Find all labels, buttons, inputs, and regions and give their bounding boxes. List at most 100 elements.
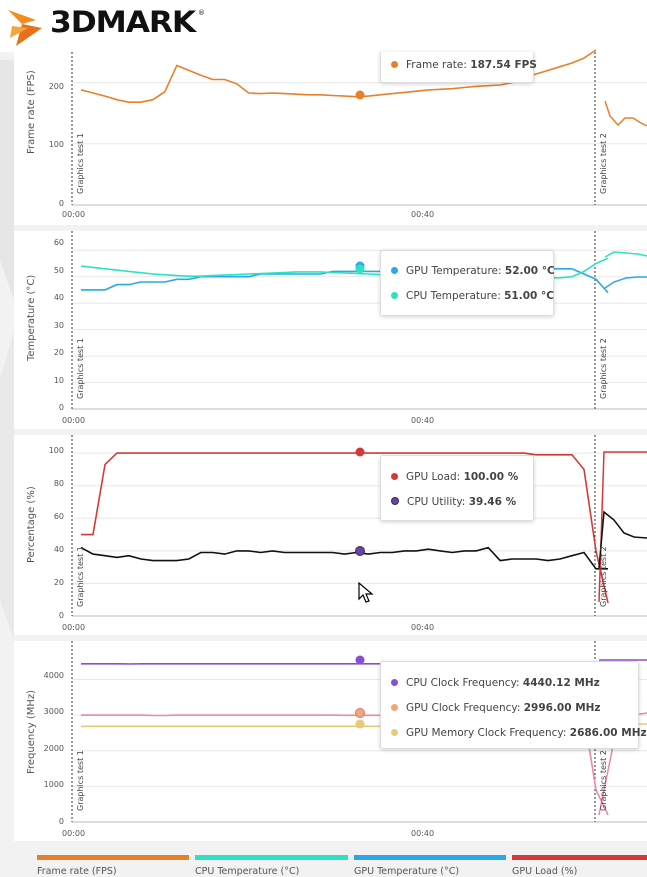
tooltip-label: GPU Load: xyxy=(406,471,461,483)
cpu-util-dot-icon xyxy=(391,497,399,505)
cpu-temp-test2-line xyxy=(604,251,647,258)
tooltip-row: GPU Memory Clock Frequency: 2686.00 MHz xyxy=(391,727,647,739)
gpu-mem-clock-hover-point xyxy=(355,719,365,729)
app-header: 3DMARK ® xyxy=(0,0,647,52)
frame-rate-tooltip: Frame rate: 187.54 FPS xyxy=(380,52,537,83)
mouse-cursor-icon xyxy=(358,582,374,603)
tooltip-value: 51.00 °C xyxy=(504,290,554,302)
temperature-chart xyxy=(71,231,647,410)
legend-swatch-gpu-temp[interactable] xyxy=(354,855,506,860)
temperature-tooltip: GPU Temperature: 52.00 °C CPU Temperatur… xyxy=(380,250,555,316)
frame-rate-chart xyxy=(71,49,647,206)
gpu-load-line xyxy=(81,452,609,604)
frequency-ylabel: Frequency (MHz) xyxy=(26,689,37,774)
gpu-load-dot-icon xyxy=(391,472,398,480)
ytick: 40 xyxy=(53,293,64,302)
tooltip-label: CPU Utility: xyxy=(407,496,466,508)
gpu-temp-dot-icon xyxy=(391,266,398,274)
graphics-test-2-label: Graphics test 2 xyxy=(599,546,608,607)
tooltip-row: GPU Clock Frequency: 2996.00 MHz xyxy=(391,702,601,714)
ytick: 40 xyxy=(53,545,64,554)
graphics-test-2-label: Graphics test 2 xyxy=(599,133,608,194)
legend-label-frame-rate[interactable]: Frame rate (FPS) xyxy=(37,866,117,877)
frame-rate-panel: Frame rate (FPS) 200 100 0 00:00 00:40 G… xyxy=(14,49,647,225)
registered-mark: ® xyxy=(198,9,205,17)
xtick: 00:00 xyxy=(62,623,86,632)
tooltip-value: 187.54 FPS xyxy=(470,59,537,71)
tooltip-value: 4440.12 MHz xyxy=(522,677,600,689)
graphics-test-2-label: Graphics test 2 xyxy=(599,338,608,399)
tooltip-value: 100.00 % xyxy=(463,471,519,483)
legend-swatch-frame-rate[interactable] xyxy=(37,855,189,860)
cpu-util-test2-line xyxy=(598,510,647,569)
frequency-tooltip: CPU Clock Frequency: 4440.12 MHz GPU Clo… xyxy=(380,661,647,749)
gpu-mem-clock-dot-icon xyxy=(391,728,398,736)
ytick: 0 xyxy=(58,817,64,826)
xtick: 00:00 xyxy=(62,210,86,219)
tooltip-row: CPU Clock Frequency: 4440.12 MHz xyxy=(391,677,600,689)
ytick: 50 xyxy=(53,266,64,275)
frame-rate-dot-icon xyxy=(391,60,398,68)
gpu-clock-hover-point xyxy=(355,708,365,718)
tooltip-label: CPU Clock Frequency: xyxy=(406,677,520,689)
ytick: 200 xyxy=(48,82,64,91)
frame-rate-hover-point xyxy=(355,90,365,100)
legend-swatch-cpu-temp[interactable] xyxy=(195,855,348,860)
tooltip-label: GPU Memory Clock Frequency: xyxy=(406,727,567,739)
tooltip-row: CPU Utility: 39.46 % xyxy=(391,496,516,508)
ytick: 4000 xyxy=(43,671,64,680)
ytick: 80 xyxy=(53,479,64,488)
tooltip-row: GPU Temperature: 52.00 °C xyxy=(391,265,555,277)
cpu-clock-dot-icon xyxy=(391,678,398,686)
ytick: 30 xyxy=(53,321,64,330)
gpu-load-test2-line xyxy=(598,451,647,603)
tooltip-value: 2686.00 MHz xyxy=(569,727,647,739)
ytick: 3000 xyxy=(43,707,64,716)
tooltip-label: GPU Clock Frequency: xyxy=(406,702,521,714)
frame-rate-test2-line xyxy=(604,100,647,127)
tooltip-label: Frame rate: xyxy=(406,59,467,71)
legend-label-gpu-temp[interactable]: GPU Temperature (°C) xyxy=(354,866,460,877)
cpu-util-line xyxy=(80,546,608,570)
legend-swatch-gpu-load[interactable] xyxy=(512,855,647,860)
tooltip-row: GPU Load: 100.00 % xyxy=(391,471,518,483)
tooltip-value: 2996.00 MHz xyxy=(523,702,601,714)
ytick: 0 xyxy=(58,199,64,208)
graphics-test-2-label: Graphics test 2 xyxy=(599,750,608,811)
xtick: 00:40 xyxy=(411,210,435,219)
xtick: 00:40 xyxy=(411,623,435,632)
tooltip-row: Frame rate: 187.54 FPS xyxy=(391,59,537,71)
graphics-test-1-label: Graphics test 1 xyxy=(76,338,85,399)
temperature-panel: Temperature (°C) 60 50 40 30 20 10 0 00:… xyxy=(14,231,647,429)
cpu-temp-hover-point xyxy=(355,264,365,274)
graphics-test-1-label: Graphics test 1 xyxy=(76,546,85,607)
percentage-panel: Percentage (%) 100 80 60 40 20 0 00:00 0… xyxy=(14,435,647,635)
percentage-tooltip: GPU Load: 100.00 % CPU Utility: 39.46 % xyxy=(380,455,534,521)
legend-label-cpu-temp[interactable]: CPU Temperature (°C) xyxy=(195,866,300,877)
ytick: 0 xyxy=(58,611,64,620)
xtick: 00:00 xyxy=(62,829,86,838)
tooltip-row: CPU Temperature: 51.00 °C xyxy=(391,290,554,302)
ytick: 100 xyxy=(48,140,64,149)
xtick: 00:00 xyxy=(62,416,86,425)
frequency-panel: Frequency (MHz) 4000 3000 2000 1000 0 00… xyxy=(14,641,647,841)
tooltip-label: GPU Temperature: xyxy=(406,265,502,277)
gpu-temp-test2-line xyxy=(604,276,647,289)
frame-rate-line xyxy=(80,49,597,104)
graphics-test-1-label: Graphics test 1 xyxy=(76,133,85,194)
3dmark-logo-icon xyxy=(8,10,42,46)
xtick: 00:40 xyxy=(411,829,435,838)
graphics-test-1-label: Graphics test 1 xyxy=(76,750,85,811)
legend-label-gpu-load[interactable]: GPU Load (%) xyxy=(512,866,578,877)
ytick: 20 xyxy=(53,578,64,587)
tooltip-value: 39.46 % xyxy=(468,496,517,508)
gpu-load-hover-point xyxy=(355,447,365,457)
ytick: 100 xyxy=(48,446,64,455)
xtick: 00:40 xyxy=(411,416,435,425)
cpu-clock-hover-point xyxy=(355,655,365,665)
ytick: 10 xyxy=(53,376,64,385)
cpu-temp-dot-icon xyxy=(391,291,398,299)
ytick: 60 xyxy=(53,238,64,247)
gpu-clock-dot-icon xyxy=(391,703,398,711)
tooltip-label: CPU Temperature: xyxy=(406,290,501,302)
